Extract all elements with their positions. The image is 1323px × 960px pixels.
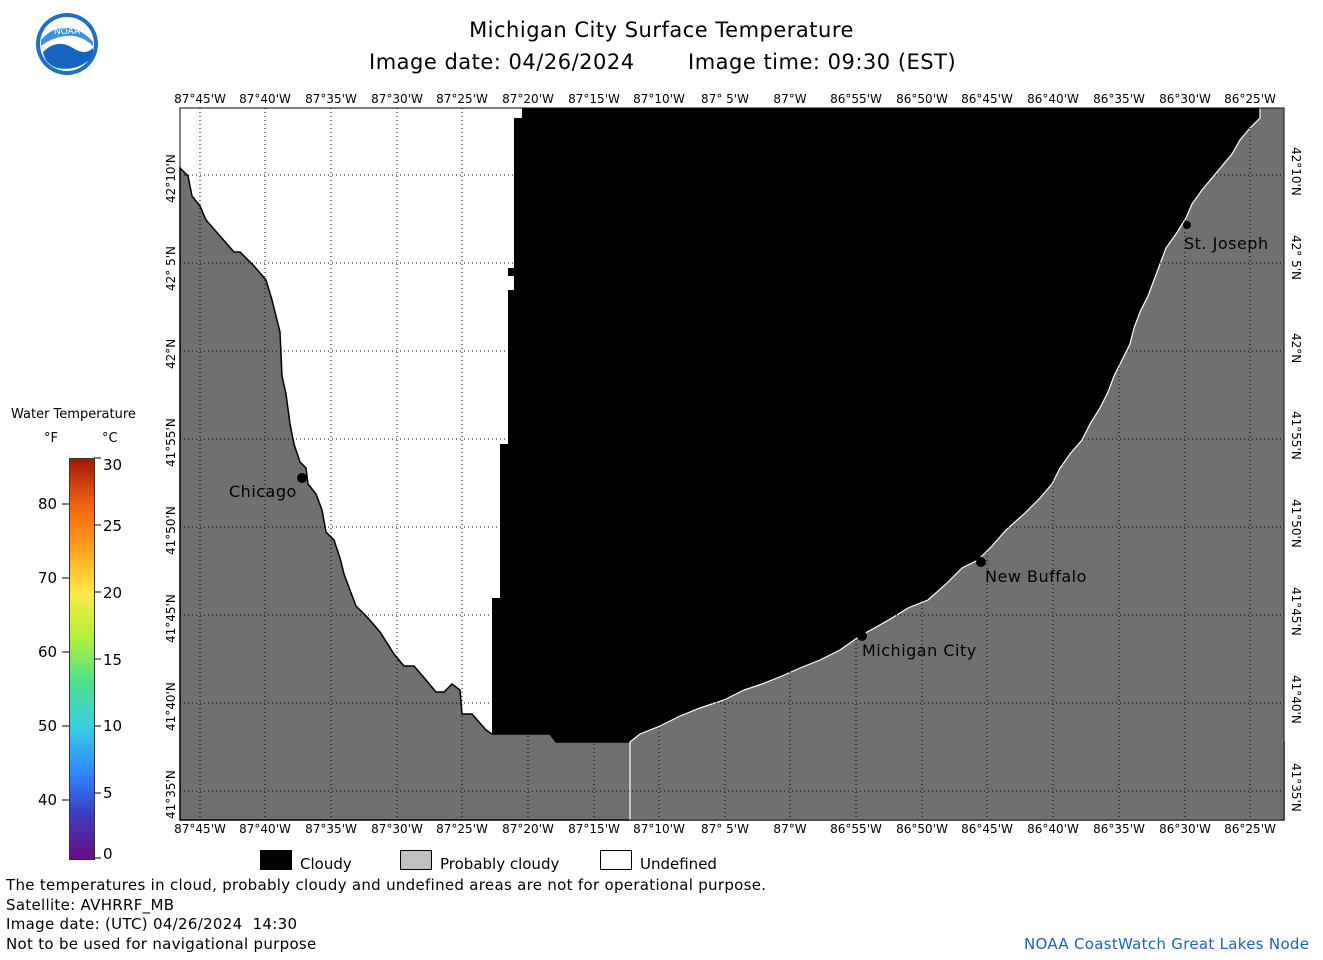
st-joseph-marker [1183,221,1191,229]
michigan-city-marker [857,631,867,641]
colorbar-c-tick: 0 [103,845,113,863]
lon-top-tick: 87°40'W [239,92,291,106]
lon-bottom-tick: 87°25'W [436,822,488,836]
lon-bottom-tick: 87°10'W [633,822,685,836]
lat-right-tick: 41°35'N [1289,763,1303,812]
footer-utc-date: Image date: (UTC) 04/26/2024 14:30 [6,915,298,933]
colorbar-c-tick: 25 [103,517,123,535]
lon-bottom-tick: 86°25'W [1224,822,1276,836]
lon-top-tick: 86°40'W [1027,92,1079,106]
colorbar-f-tick: 40 [38,791,58,809]
colorbar-c-tick: 30 [103,456,123,474]
legend-label-undefined: Undefined [640,855,717,873]
lat-right-tick: 42°10'N [1289,147,1303,196]
colorbar-title: Water Temperature [11,407,136,422]
colorbar-unit-f: °F [44,431,58,446]
city-label-chicago: Chicago [229,482,297,501]
lon-top-tick: 87°10'W [633,92,685,106]
colorbar-f-tick: 70 [38,569,58,587]
lon-bottom-tick: 87° 5'W [701,822,749,836]
lat-right-tick: 41°55'N [1289,411,1303,460]
city-label-michigan-city: Michigan City [862,641,977,660]
graticule [180,108,1284,820]
lon-top-tick: 86°50'W [896,92,948,106]
lon-top-tick: 87°30'W [371,92,423,106]
legend-swatch-probably-cloudy [400,850,432,870]
image-time: Image time: 09:30 (EST) [688,50,957,74]
colorbar-f-tick: 80 [38,495,58,513]
colorbar [69,458,95,860]
legend-label-probably-cloudy: Probably cloudy [440,855,560,873]
lon-top-tick: 86°35'W [1093,92,1145,106]
colorbar-c-tick: 10 [103,717,123,735]
lon-bottom-tick: 87°20'W [502,822,554,836]
lon-top-tick: 87°W [773,92,807,106]
cloud-mask [492,108,1260,742]
lon-bottom-tick: 86°35'W [1093,822,1145,836]
logo-text: NOAA [54,27,81,37]
lon-top-tick: 87°20'W [502,92,554,106]
city-label-st-joseph: St. Joseph [1184,234,1269,253]
city-label-new-buffalo: New Buffalo [985,567,1087,586]
lon-top-tick: 86°55'W [830,92,882,106]
footer-nav-warning: Not to be used for navigational purpose [6,935,317,953]
lon-bottom-tick: 87°30'W [371,822,423,836]
colorbar-c-tick: 15 [103,651,123,669]
lat-left-tick: 42° 5'N [164,246,178,291]
lon-bottom-tick: 86°40'W [1027,822,1079,836]
lat-right-tick: 41°40'N [1289,675,1303,724]
lat-left-tick: 41°45'N [164,594,178,643]
lon-bottom-tick: 86°50'W [896,822,948,836]
chicago-marker [297,473,307,483]
lat-right-tick: 41°45'N [1289,587,1303,636]
lat-right-tick: 42° 5'N [1289,235,1303,280]
legend-swatch-cloudy [260,850,292,870]
lat-left-tick: 41°35'N [164,770,178,819]
footer-satellite: Satellite: AVHRRF_MB [6,896,175,914]
colorbar-f-tick: 60 [38,643,58,661]
lat-right-tick: 41°50'N [1289,499,1303,548]
image-date: Image date: 04/26/2024 [369,50,635,74]
lon-bottom-tick: 86°55'W [830,822,882,836]
lat-left-tick: 42°10'N [164,154,178,203]
lon-bottom-tick: 86°45'W [961,822,1013,836]
lon-top-tick: 86°30'W [1159,92,1211,106]
lat-right-tick: 42°N [1289,333,1303,364]
lon-top-tick: 87°45'W [174,92,226,106]
footer-credit: NOAA CoastWatch Great Lakes Node [1024,935,1310,953]
map-title: Michigan City Surface Temperature [469,18,854,42]
lat-left-tick: 41°55'N [164,418,178,467]
lon-top-tick: 87° 5'W [701,92,749,106]
colorbar-unit-c: °C [102,431,118,446]
footer-note: The temperatures in cloud, probably clou… [6,876,767,894]
lon-top-tick: 86°45'W [961,92,1013,106]
lon-top-tick: 87°25'W [436,92,488,106]
land-east [629,107,1285,821]
lon-top-tick: 87°35'W [305,92,357,106]
colorbar-c-tick: 20 [103,584,123,602]
lon-bottom-tick: 87°40'W [239,822,291,836]
colorbar-c-tick: 5 [103,784,113,802]
lon-top-tick: 86°25'W [1224,92,1276,106]
lon-bottom-tick: 86°30'W [1159,822,1211,836]
lon-top-tick: 87°15'W [568,92,620,106]
legend-swatch-undefined [600,850,632,870]
colorbar-ticks [62,457,101,859]
new-buffalo-marker [976,557,986,567]
noaa-logo: NOAA [36,13,98,75]
lat-left-tick: 41°40'N [164,682,178,731]
lon-bottom-tick: 87°W [773,822,807,836]
lon-bottom-tick: 87°15'W [568,822,620,836]
legend-label-cloudy: Cloudy [300,855,352,873]
lon-bottom-tick: 87°35'W [305,822,357,836]
lat-left-tick: 42°N [164,338,178,369]
colorbar-f-tick: 50 [38,717,58,735]
lat-left-tick: 41°50'N [164,506,178,555]
lon-bottom-tick: 87°45'W [174,822,226,836]
